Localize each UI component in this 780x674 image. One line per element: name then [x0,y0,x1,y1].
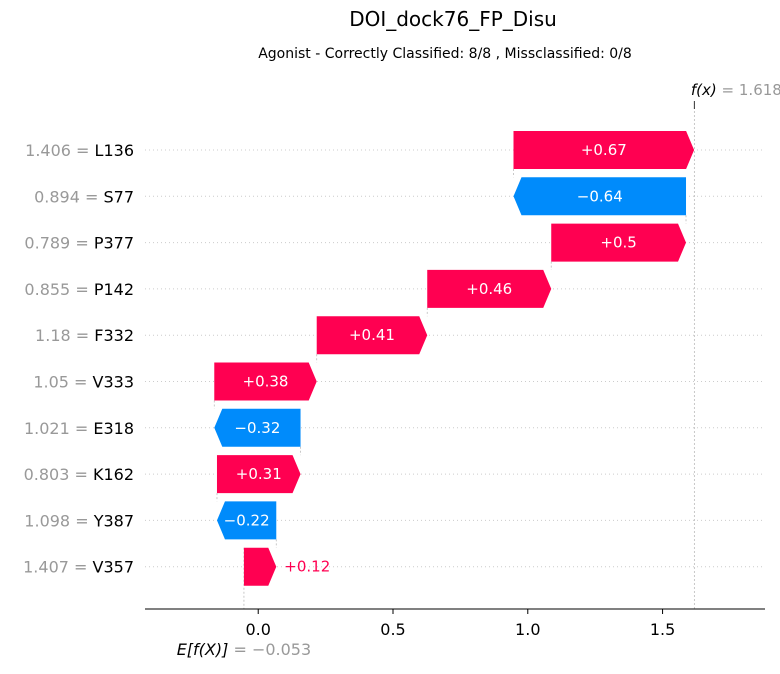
feature-label: 0.855 = P142 [24,280,134,299]
feature-label: 1.407 = V357 [23,558,134,577]
x-tick-label: 0.5 [380,620,405,639]
feature-name: S77 [103,187,134,206]
feature-value: 1.05 = [33,373,92,392]
bar-p142 [427,269,552,308]
final-value-number: = 1.618 [717,81,780,99]
bar-v357 [243,547,277,586]
bar-value-label: −0.64 [577,187,623,205]
base-value-label: E[f(X)] = −0.053 [177,640,311,659]
feature-name: E318 [93,419,134,438]
feature-name: K162 [93,465,134,484]
bars-layer [214,131,695,586]
bar-s77 [513,177,687,216]
bar-f332 [316,316,428,355]
feature-name: P377 [94,234,134,253]
labels-layer: +0.67 1.406 = L136 −0.64 0.894 = S77 +0.5 0.7… [23,141,637,577]
bar-value-label: +0.38 [243,373,289,391]
x-tick-label: 1.0 [515,620,540,639]
feature-name: Y387 [93,511,134,530]
bar-value-label: +0.41 [349,326,395,344]
bar-value-label: −0.32 [234,419,280,437]
feature-value: 0.789 = [24,234,93,253]
bar-v333 [214,362,317,401]
bar-k162 [216,455,301,494]
feature-value: 1.021 = [24,419,93,438]
final-value-symbol: f(x) [691,81,717,99]
bar-value-label: +0.67 [581,141,627,159]
feature-value: 0.803 = [24,465,93,484]
x-tick-label: 1.5 [650,620,675,639]
feature-value: 0.894 = [34,187,103,206]
feature-label: 1.021 = E318 [24,419,134,438]
feature-value: 1.407 = [23,558,92,577]
bar-value-label: +0.12 [284,558,330,576]
bar-value-label: +0.5 [600,234,636,252]
feature-name: F332 [94,326,134,345]
bar-e318 [214,408,301,447]
feature-label: 1.406 = L136 [25,141,134,160]
final-value-label: f(x) = 1.618 [691,81,780,99]
chart-subtitle: Agonist - Correctly Classified: 8/8 , Mi… [258,46,632,62]
feature-label: 1.05 = V333 [33,373,134,392]
base-value-symbol: E[f(X)] [177,640,229,659]
feature-name: P142 [94,280,134,299]
feature-value: 1.18 = [35,326,94,345]
axis-layer: 0.0 0.5 1.0 1.5 E[f(X)] = −0.053 f(x) = 1.618 [145,81,780,659]
feature-value: 0.855 = [24,280,93,299]
feature-name: L136 [95,141,134,160]
base-value-number: = −0.053 [228,640,311,659]
feature-label: 0.894 = S77 [34,187,134,206]
chart-title: DOI_dock76_FP_Disu [349,7,557,31]
feature-label: 1.18 = F332 [35,326,134,345]
feature-name: V333 [93,373,134,392]
x-tick-label: 0.0 [245,620,270,639]
feature-label: 1.098 = Y387 [24,511,134,530]
bar-l136 [513,131,695,169]
feature-label: 0.803 = K162 [24,465,134,484]
bar-y387 [216,501,277,540]
feature-label: 0.789 = P377 [24,234,134,253]
bar-value-label: +0.31 [236,465,282,483]
feature-name: V357 [93,558,134,577]
feature-value: 1.406 = [25,141,94,160]
feature-value: 1.098 = [24,511,93,530]
bar-p377 [551,223,687,262]
bar-value-label: +0.46 [466,280,512,298]
bar-value-label: −0.22 [224,511,270,529]
